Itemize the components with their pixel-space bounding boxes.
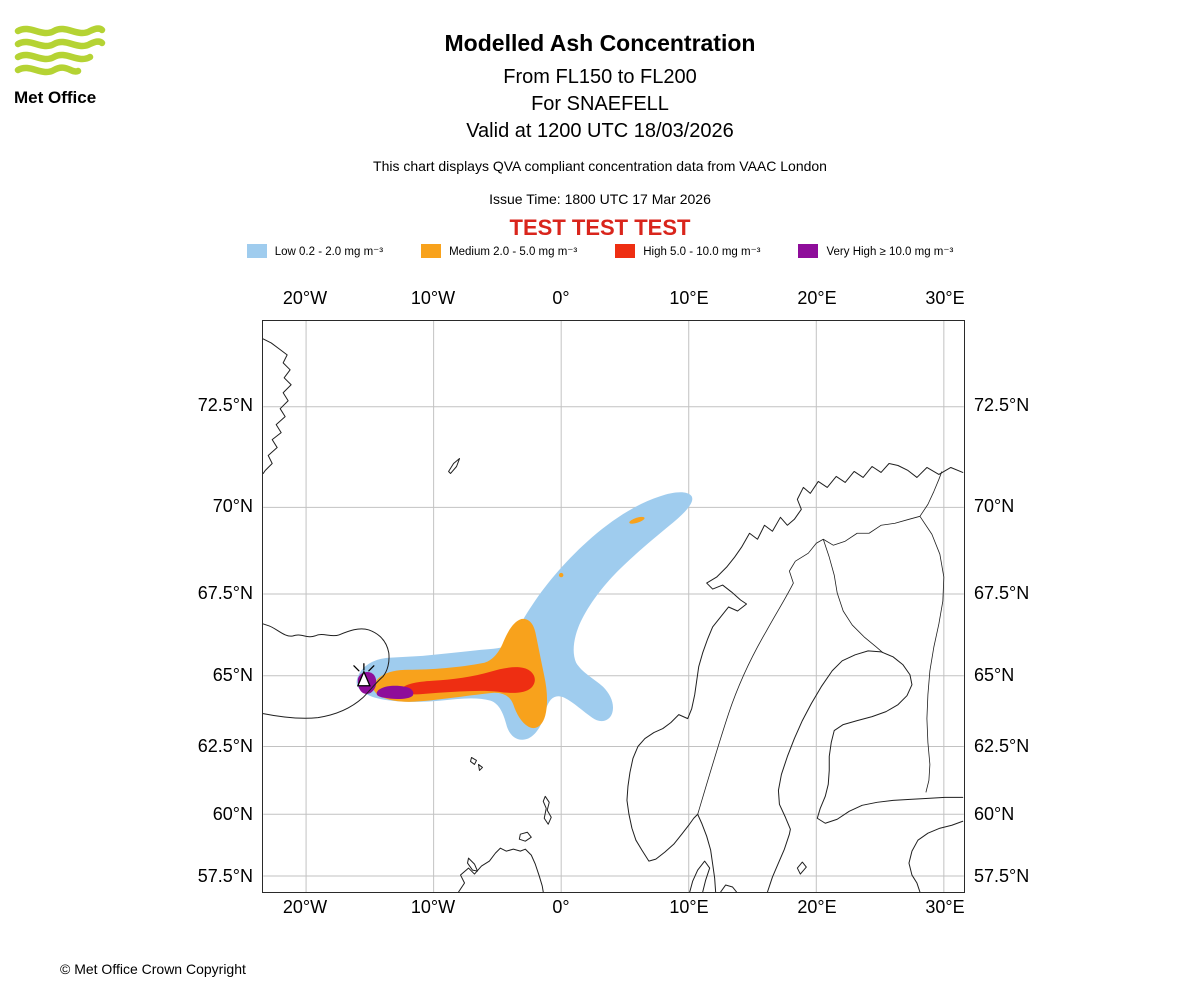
coast-norway bbox=[626, 463, 964, 892]
lat-label-left-4: 62.5°N bbox=[197, 736, 253, 756]
qva-compliance-note: This chart displays QVA compliant concen… bbox=[373, 158, 827, 174]
test-banner: TEST TEST TEST bbox=[509, 215, 691, 240]
coast-shetland bbox=[542, 795, 552, 825]
page-title: Modelled Ash Concentration bbox=[444, 30, 756, 56]
met-office-logo-waves bbox=[14, 25, 106, 76]
lat-label-left-5: 60°N bbox=[212, 804, 253, 824]
met-office-logo: Met Office bbox=[14, 22, 134, 108]
lat-label-right-2: 67.5°N bbox=[974, 583, 1030, 603]
legend-item-high: High 5.0 - 10.0 mg m⁻³ bbox=[615, 244, 760, 258]
lat-label-right-3: 65°N bbox=[974, 665, 1015, 685]
coastlines bbox=[263, 338, 964, 892]
lon-label-top-3: 10°E bbox=[669, 288, 709, 308]
subtitle-valid-time: Valid at 1200 UTC 18/03/2026 bbox=[466, 120, 734, 142]
lon-label-bottom-2: 0° bbox=[552, 897, 570, 917]
concentration-legend: Low 0.2 - 2.0 mg m⁻³ Medium 2.0 - 5.0 mg… bbox=[0, 244, 1200, 258]
coast-hebrides bbox=[467, 857, 478, 872]
ash-plume-medium bbox=[372, 516, 645, 729]
lat-label-left-3: 65°N bbox=[212, 665, 253, 685]
legend-label-very-high: Very High ≥ 10.0 mg m⁻³ bbox=[826, 246, 954, 258]
coast-sweden-finland bbox=[766, 650, 964, 892]
title-block: Modelled Ash Concentration From FL150 to… bbox=[0, 30, 1200, 145]
legend-swatch-low bbox=[246, 244, 267, 258]
lat-label-right-5: 60°N bbox=[974, 804, 1015, 824]
lat-label-left-1: 70°N bbox=[212, 496, 253, 516]
lon-label-top-4: 20°E bbox=[797, 288, 837, 308]
coast-iceland bbox=[263, 623, 390, 719]
ash-plume-high bbox=[399, 667, 535, 695]
coast-denmark bbox=[689, 860, 738, 892]
issue-time: Issue Time: 1800 UTC 17 Mar 2026 bbox=[489, 191, 711, 207]
coast-faroes bbox=[470, 756, 483, 771]
lon-label-bottom-4: 20°E bbox=[797, 897, 837, 917]
coast-jan-mayen bbox=[448, 458, 461, 474]
lat-label-right-1: 70°N bbox=[974, 496, 1015, 516]
legend-label-medium: Medium 2.0 - 5.0 mg m⁻³ bbox=[449, 246, 578, 258]
coast-baltic-east bbox=[908, 820, 964, 892]
lat-label-left-0: 72.5°N bbox=[197, 395, 253, 415]
country-borders bbox=[697, 471, 945, 815]
lat-label-right-4: 62.5°N bbox=[974, 736, 1030, 756]
met-office-logo-text: Met Office bbox=[14, 88, 97, 107]
legend-item-medium: Medium 2.0 - 5.0 mg m⁻³ bbox=[421, 244, 577, 258]
lon-label-top-0: 20°W bbox=[282, 288, 328, 308]
lat-label-left-2: 67.5°N bbox=[197, 583, 253, 603]
lon-label-bottom-3: 10°E bbox=[669, 897, 709, 917]
lon-label-top-2: 0° bbox=[552, 288, 570, 308]
legend-swatch-medium bbox=[421, 244, 442, 258]
lat-label-right-6: 57.5°N bbox=[974, 866, 1030, 886]
coast-gotland bbox=[796, 861, 807, 875]
coast-scotland bbox=[458, 847, 544, 892]
coast-orkney bbox=[518, 831, 532, 842]
lon-label-top-5: 30°E bbox=[925, 288, 965, 308]
lon-label-bottom-0: 20°W bbox=[282, 897, 328, 917]
legend-swatch-very-high bbox=[798, 244, 819, 258]
lon-label-bottom-5: 30°E bbox=[925, 897, 965, 917]
ash-speck-medium bbox=[558, 572, 564, 578]
legend-swatch-high bbox=[615, 244, 636, 258]
volcano-eruption-icon bbox=[353, 663, 375, 687]
subtitle-flight-levels: From FL150 to FL200 bbox=[503, 66, 697, 88]
map-canvas bbox=[263, 321, 964, 892]
legend-label-high: High 5.0 - 10.0 mg m⁻³ bbox=[643, 246, 761, 258]
legend-item-low: Low 0.2 - 2.0 mg m⁻³ bbox=[246, 244, 384, 258]
legend-item-very-high: Very High ≥ 10.0 mg m⁻³ bbox=[798, 244, 953, 258]
lon-label-bottom-1: 10°W bbox=[410, 897, 456, 917]
copyright-notice: © Met Office Crown Copyright bbox=[60, 961, 246, 977]
lon-label-top-1: 10°W bbox=[410, 288, 456, 308]
legend-label-low: Low 0.2 - 2.0 mg m⁻³ bbox=[274, 246, 384, 258]
lat-label-left-6: 57.5°N bbox=[197, 866, 253, 886]
ash-concentration-map bbox=[262, 320, 965, 893]
subtitle-volcano: For SNAEFELL bbox=[531, 93, 669, 115]
ash-patch-medium-arm bbox=[629, 516, 645, 524]
coast-greenland bbox=[263, 338, 292, 474]
lat-label-right-0: 72.5°N bbox=[974, 395, 1030, 415]
